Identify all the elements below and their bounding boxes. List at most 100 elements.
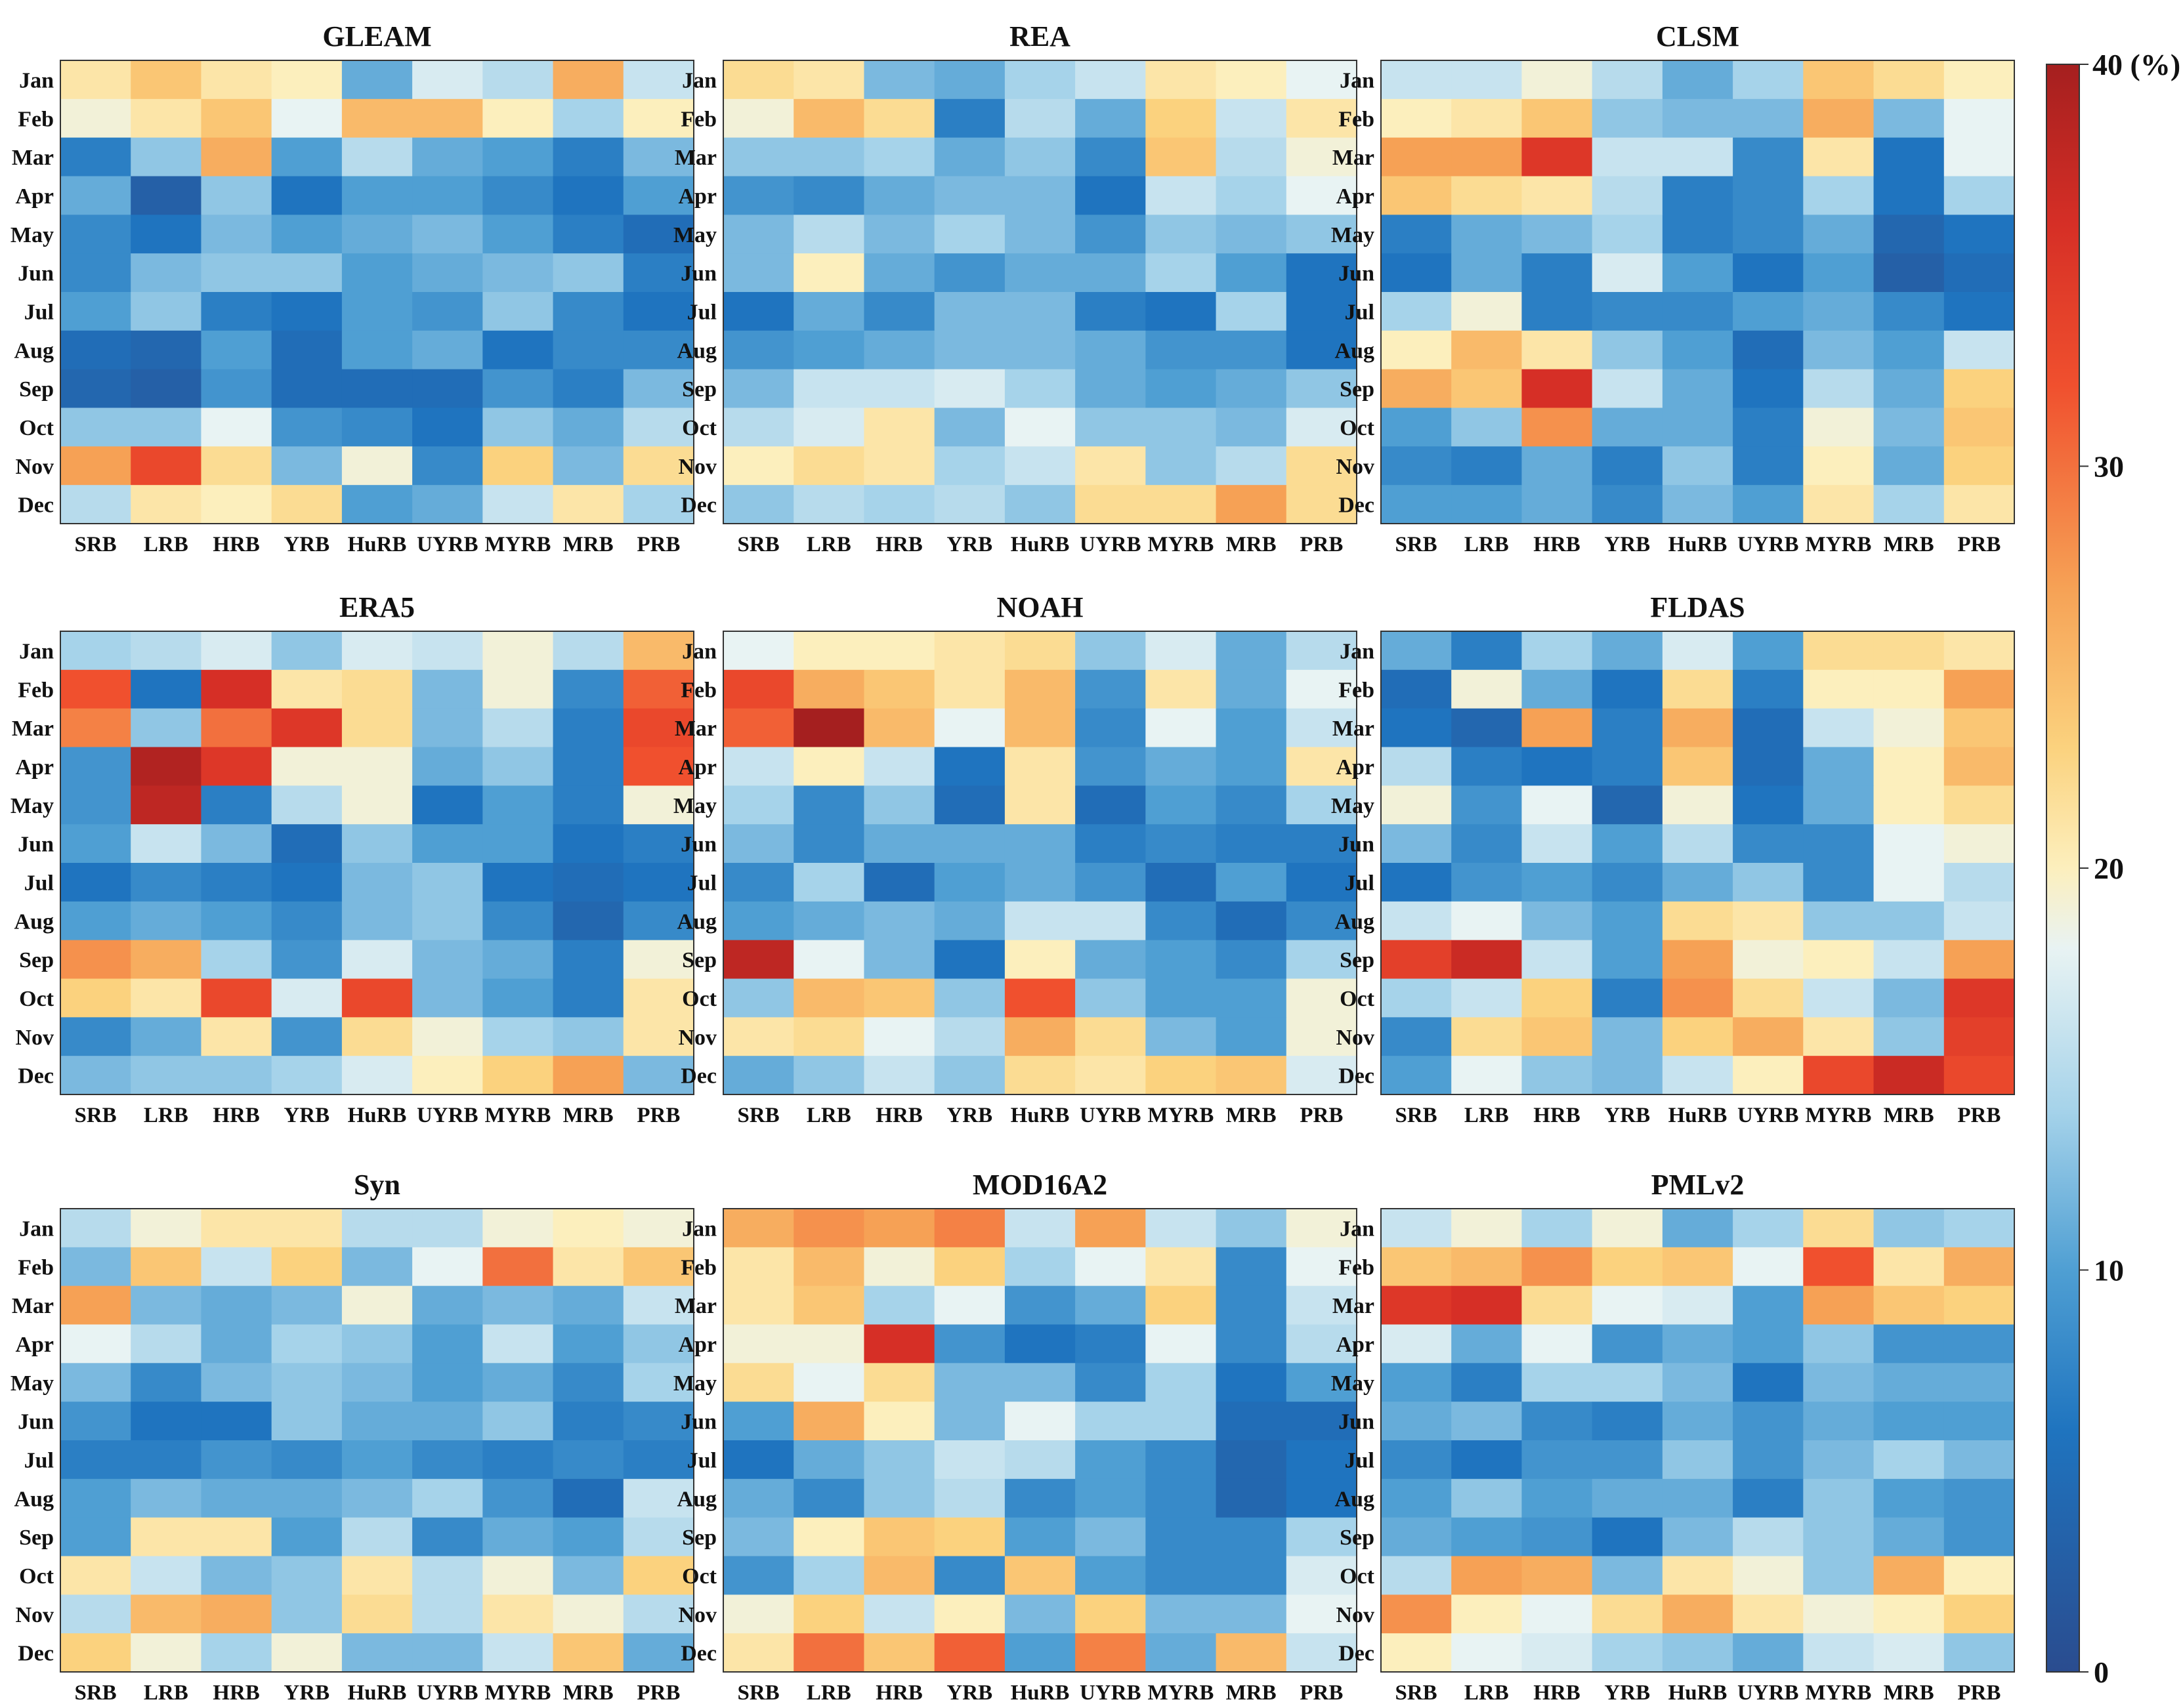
y-tick-label: Aug: [677, 339, 717, 363]
heatmap-cell-may-lrb: [1451, 215, 1523, 254]
heatmap-cell-apr-lrb: [1451, 747, 1523, 786]
heatmap-cell-feb-lrb: [1451, 98, 1523, 138]
heatmap-cell-aug-mrb: [1216, 1478, 1287, 1518]
heatmap-cell-sep-myrb: [1145, 369, 1217, 409]
heatmap-cell-jan-uyrb: [1075, 60, 1146, 100]
colorbar-tick-label: 20: [2094, 852, 2124, 885]
heatmap-cell-jun-hrb: [1521, 1402, 1593, 1441]
x-tick-label: MYRB: [1806, 1681, 1872, 1705]
heatmap-cell-dec-mrb: [553, 485, 624, 524]
y-tick-label: Jun: [681, 833, 717, 857]
heatmap-cell-sep-srb: [1381, 1517, 1452, 1557]
heatmap-cell-oct-yrb: [1592, 978, 1663, 1018]
heatmap-cell-apr-hurb: [1004, 747, 1076, 786]
x-tick-label: SRB: [1395, 533, 1437, 556]
y-tick-label: Mar: [12, 1294, 54, 1318]
heatmap-cell-feb-myrb: [1803, 98, 1875, 138]
heatmap-cell-dec-yrb: [934, 1633, 1006, 1673]
heatmap-cell-apr-myrb: [482, 747, 554, 786]
heatmap-cell-feb-yrb: [271, 1247, 343, 1287]
heatmap-cell-jul-myrb: [1803, 863, 1875, 902]
heatmap-cell-jun-myrb: [1803, 1402, 1875, 1441]
heatmap-cell-aug-yrb: [1592, 901, 1663, 941]
heatmap-cell-jul-yrb: [1592, 1440, 1663, 1480]
heatmap-cell-may-myrb: [1803, 1363, 1875, 1402]
heatmap-cell-may-mrb: [1873, 1363, 1945, 1402]
y-tick-label: Sep: [19, 1526, 54, 1550]
heatmap-cell-feb-hurb: [341, 669, 413, 709]
heatmap-cell-apr-hrb: [864, 176, 935, 215]
heatmap-cell-sep-mrb: [1216, 1517, 1287, 1557]
heatmap-cell-dec-yrb: [1592, 1633, 1663, 1673]
heatmap-cell-oct-uyrb: [412, 1556, 483, 1595]
heatmap-cell-oct-yrb: [934, 1556, 1006, 1595]
heatmap-cell-jul-lrb: [131, 863, 202, 902]
y-tick-label: Oct: [682, 987, 717, 1011]
heatmap-cell-jun-hurb: [1004, 253, 1076, 293]
heatmap-cell-aug-myrb: [1145, 901, 1217, 941]
heatmap-cell-nov-myrb: [1803, 1594, 1875, 1634]
heatmap-cell-jan-yrb: [934, 631, 1006, 671]
heatmap-cell-feb-yrb: [271, 669, 343, 709]
heatmap-cell-jan-uyrb: [412, 60, 483, 100]
x-tick-label: UYRB: [1737, 533, 1799, 556]
heatmap-cell-mar-srb: [723, 1285, 794, 1325]
heatmap-cell-nov-lrb: [794, 1594, 865, 1634]
heatmap-cell-apr-myrb: [482, 1324, 554, 1364]
heatmap-cell-aug-uyrb: [1733, 1478, 1804, 1518]
x-tick-label: HRB: [213, 533, 260, 556]
heatmap-cell-sep-hurb: [1662, 369, 1733, 409]
x-tick-label: MRB: [563, 533, 614, 556]
heatmap-cell-nov-yrb: [934, 446, 1006, 486]
heatmap-cell-dec-yrb: [1592, 485, 1663, 524]
heatmap-cell-may-prb: [1286, 215, 1357, 254]
heatmap-cell-sep-hrb: [1521, 1517, 1593, 1557]
heatmap-cell-feb-prb: [623, 1247, 694, 1287]
heatmap-cell-dec-hurb: [1662, 1056, 1733, 1095]
heatmap-cell-jul-uyrb: [412, 292, 483, 331]
y-tick-label: Apr: [678, 755, 717, 780]
heatmap-cell-jan-lrb: [794, 1209, 865, 1248]
heatmap-cell-oct-uyrb: [1075, 407, 1146, 447]
panel-mod16a2: MOD16A2 Jan Feb Mar Apr May Jun Jul Aug Sep Oct Nov…: [673, 1169, 1357, 1705]
panel-clsm: CLSM Jan Feb Mar Apr May Jun Jul Aug Sep Oct Nov Dec…: [1331, 20, 2015, 556]
heatmap-cell-nov-lrb: [131, 1594, 202, 1634]
heatmap-cell-mar-lrb: [131, 708, 202, 748]
heatmap-cell-oct-hurb: [1004, 407, 1076, 447]
panel-fldas: FLDAS Jan Feb Mar Apr May Jun Jul Aug Sep Oct Nov De…: [1331, 591, 2015, 1127]
heatmap-cell-jan-uyrb: [1733, 60, 1804, 100]
heatmap-cell-nov-srb: [60, 1017, 131, 1056]
heatmap-cell-jul-hrb: [201, 292, 272, 331]
y-tick-label: Nov: [15, 1026, 54, 1050]
heatmap-cell-oct-lrb: [794, 978, 865, 1018]
heatmap-cell-apr-srb: [723, 176, 794, 215]
heatmap-cell-jan-myrb: [1145, 1209, 1217, 1248]
heatmap-cell-jul-myrb: [1145, 292, 1217, 331]
heatmap-cell-sep-hurb: [1662, 940, 1733, 980]
heatmap-cell-may-srb: [1381, 785, 1452, 825]
heatmap-cell-jul-lrb: [794, 292, 865, 331]
heatmap-cell-mar-hrb: [864, 137, 935, 177]
heatmap-cell-apr-lrb: [131, 176, 202, 215]
y-tick-label: Apr: [1336, 184, 1374, 209]
heatmap-cell-nov-yrb: [1592, 1594, 1663, 1634]
heatmap-cell-jul-srb: [723, 1440, 794, 1480]
heatmap-cell-feb-myrb: [1145, 669, 1217, 709]
heatmap-cell-oct-srb: [1381, 1556, 1452, 1595]
y-tick-label: Feb: [18, 1255, 54, 1280]
heatmap-cell-sep-hrb: [201, 940, 272, 980]
heatmap-cell-jun-srb: [60, 824, 131, 864]
heatmap-cell-sep-uyrb: [1075, 940, 1146, 980]
y-tick-label: Apr: [15, 184, 54, 209]
heatmap-cell-jul-uyrb: [1075, 292, 1146, 331]
heatmap-cell-jan-myrb: [1803, 631, 1875, 671]
heatmap-cell-aug-myrb: [1803, 330, 1875, 370]
heatmap-cell-mar-hrb: [1521, 708, 1593, 748]
heatmap-cell-may-mrb: [1873, 215, 1945, 254]
heatmap-cell-jun-yrb: [1592, 253, 1663, 293]
heatmap-cell-dec-lrb: [794, 1633, 865, 1673]
heatmap-cell-sep-prb: [623, 369, 694, 409]
heatmap-cell-oct-prb: [1286, 1556, 1357, 1595]
y-tick-label: Dec: [1338, 493, 1374, 518]
heatmap-cell-feb-mrb: [1216, 669, 1287, 709]
